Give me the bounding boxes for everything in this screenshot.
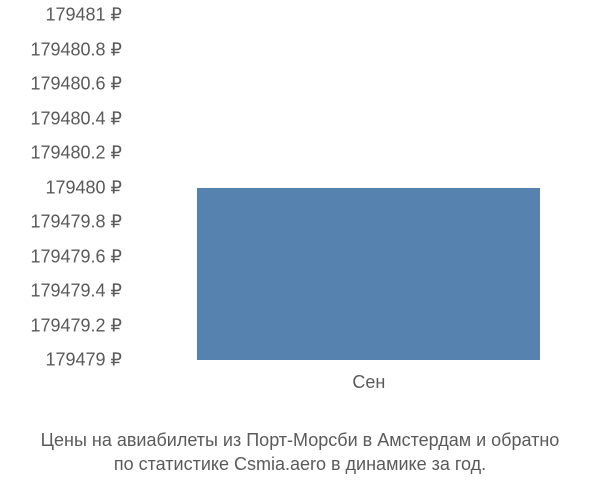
price-chart: 179481 ₽ 179480.8 ₽ 179480.6 ₽ 179480.4 ₽ 17… (0, 0, 600, 420)
y-tick-label: 179480.8 ₽ (30, 39, 122, 60)
chart-caption: Цены на авиабилеты из Порт-Морсби в Амст… (0, 428, 600, 477)
y-tick-label: 179480.4 ₽ (30, 108, 122, 129)
y-tick-label: 179479.6 ₽ (30, 246, 122, 267)
y-tick-label: 179479.2 ₽ (30, 315, 122, 336)
y-tick-label: 179479.8 ₽ (30, 212, 122, 233)
caption-line-2: по статистике Csmia.aero в динамике за г… (0, 452, 600, 476)
y-tick-label: 179480.2 ₽ (30, 143, 122, 164)
y-tick-label: 179479.4 ₽ (30, 281, 122, 302)
y-tick-label: 179480.6 ₽ (30, 74, 122, 95)
x-tick-label: Сен (352, 372, 385, 393)
x-axis: Сен (140, 0, 580, 420)
y-tick-label: 179480 ₽ (45, 177, 122, 198)
y-tick-label: 179481 ₽ (45, 5, 122, 26)
y-axis: 179481 ₽ 179480.8 ₽ 179480.6 ₽ 179480.4 ₽ 17… (0, 0, 140, 420)
y-tick-label: 179479 ₽ (45, 350, 122, 371)
caption-line-1: Цены на авиабилеты из Порт-Морсби в Амст… (0, 428, 600, 452)
